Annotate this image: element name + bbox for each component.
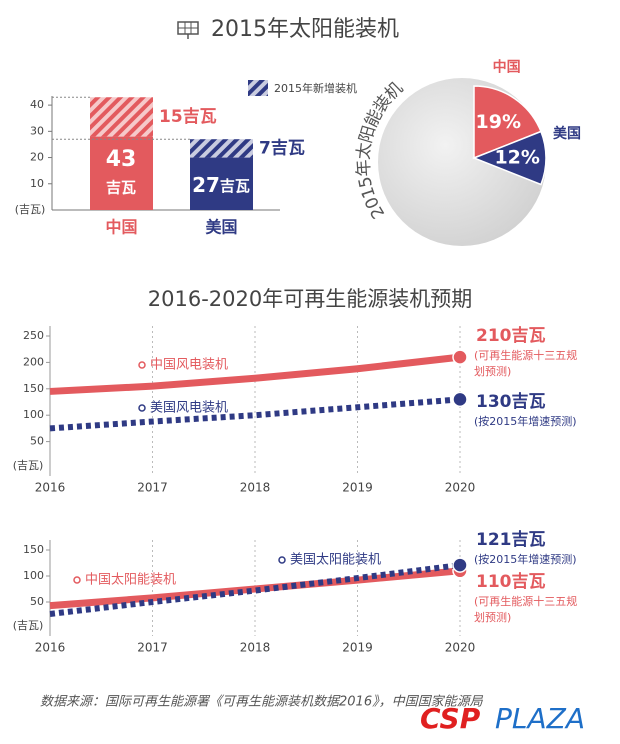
new-capacity-bar <box>190 139 253 158</box>
new-capacity-bar <box>90 97 153 137</box>
note-box: (按2015年增速预测) <box>474 415 577 428</box>
total-unit: 吉瓦 <box>106 179 136 197</box>
value-label: 15吉瓦 <box>159 107 217 127</box>
y-tick-label: 10 <box>30 177 44 190</box>
value-label: 210吉瓦 <box>476 326 546 346</box>
x-tick-label: 2020 <box>445 481 476 495</box>
y-tick-label: 30 <box>30 124 44 137</box>
series-line <box>49 353 461 395</box>
series-line <box>49 562 461 617</box>
note-box: (可再生能源十三五规划预测) <box>474 595 578 624</box>
y-tick-label: 250 <box>23 329 44 342</box>
series-icon <box>138 404 146 412</box>
note: (可再生能源十三五规划预测) <box>474 595 578 624</box>
note-box: (可再生能源十三五规划预测) <box>474 349 578 378</box>
pie-slice <box>473 85 542 160</box>
series-line <box>49 567 461 610</box>
series-icon <box>138 361 146 369</box>
x-tick-label: 美国 <box>205 218 237 237</box>
series-name: 中国风电装机 <box>150 358 228 373</box>
legend-swatch <box>248 80 268 96</box>
series-line <box>49 396 461 432</box>
y-tick-label: 100 <box>23 569 44 582</box>
slice-category: 美国 <box>553 125 581 142</box>
value-label: 110吉瓦 <box>476 572 546 592</box>
y-tick-label: 150 <box>23 382 44 395</box>
total-label: 27吉瓦 <box>192 173 250 197</box>
y-tick-label: 50 <box>30 435 44 448</box>
series-name: 美国太阳能装机 <box>290 553 381 568</box>
total-value: 27 <box>192 173 220 197</box>
section-title: 2016-2020年可再生能源装机预期 <box>148 287 472 311</box>
x-tick-label: 2018 <box>240 641 271 655</box>
value-label: 121吉瓦 <box>476 530 546 550</box>
y-axis-label: (吉瓦) <box>13 619 44 632</box>
watermark-suffix: PLAZA <box>495 702 585 735</box>
y-tick-label: 20 <box>30 151 44 164</box>
x-tick-label: 2020 <box>445 641 476 655</box>
x-tick-label: 中国 <box>105 218 137 237</box>
solar-icon <box>177 21 199 39</box>
main-title: 2015年太阳能装机 <box>211 17 399 42</box>
note: (按2015年增速预测) <box>474 415 577 428</box>
value-label: 130吉瓦 <box>476 392 546 412</box>
end-marker <box>452 557 468 573</box>
bar <box>90 136 153 210</box>
legend-label: 2015年新增装机 <box>274 81 357 95</box>
value-label: 7吉瓦 <box>259 138 305 158</box>
series-icon <box>73 576 81 584</box>
x-tick-label: 2018 <box>240 481 271 495</box>
slice-label: 19% <box>476 111 521 133</box>
watermark-brand: CSP <box>420 702 481 735</box>
total-label: 43 <box>106 147 137 172</box>
y-tick-label: 40 <box>30 98 44 111</box>
x-tick-label: 2016 <box>35 481 66 495</box>
total-unit: 吉瓦 <box>220 177 250 195</box>
x-tick-label: 2019 <box>342 481 373 495</box>
end-marker <box>452 349 468 365</box>
end-marker <box>452 391 468 408</box>
y-axis-label: (吉瓦) <box>15 203 46 216</box>
note-box: (按2015年增速预测) <box>474 553 577 566</box>
series-name: 中国太阳能装机 <box>85 573 176 588</box>
x-tick-label: 2017 <box>137 641 168 655</box>
x-tick-label: 2019 <box>342 641 373 655</box>
series-name: 美国风电装机 <box>150 401 228 416</box>
x-tick-label: 2016 <box>35 641 66 655</box>
y-tick-label: 200 <box>23 355 44 368</box>
series-icon <box>278 556 286 564</box>
y-tick-label: 50 <box>30 595 44 608</box>
bar <box>190 157 253 210</box>
pie-slice <box>471 130 547 186</box>
y-tick-label: 150 <box>23 543 44 556</box>
x-tick-label: 2017 <box>137 481 168 495</box>
slice-label: 12% <box>494 147 539 169</box>
note: (可再生能源十三五规划预测) <box>474 349 578 378</box>
y-tick-label: 100 <box>23 408 44 421</box>
source: 数据来源：国际可再生能源署《可再生能源装机数据2016》，中国国家能源局 <box>40 694 484 710</box>
note: (按2015年增速预测) <box>474 553 577 566</box>
slice-category: 中国 <box>493 59 521 76</box>
y-axis-label: (吉瓦) <box>13 459 44 472</box>
